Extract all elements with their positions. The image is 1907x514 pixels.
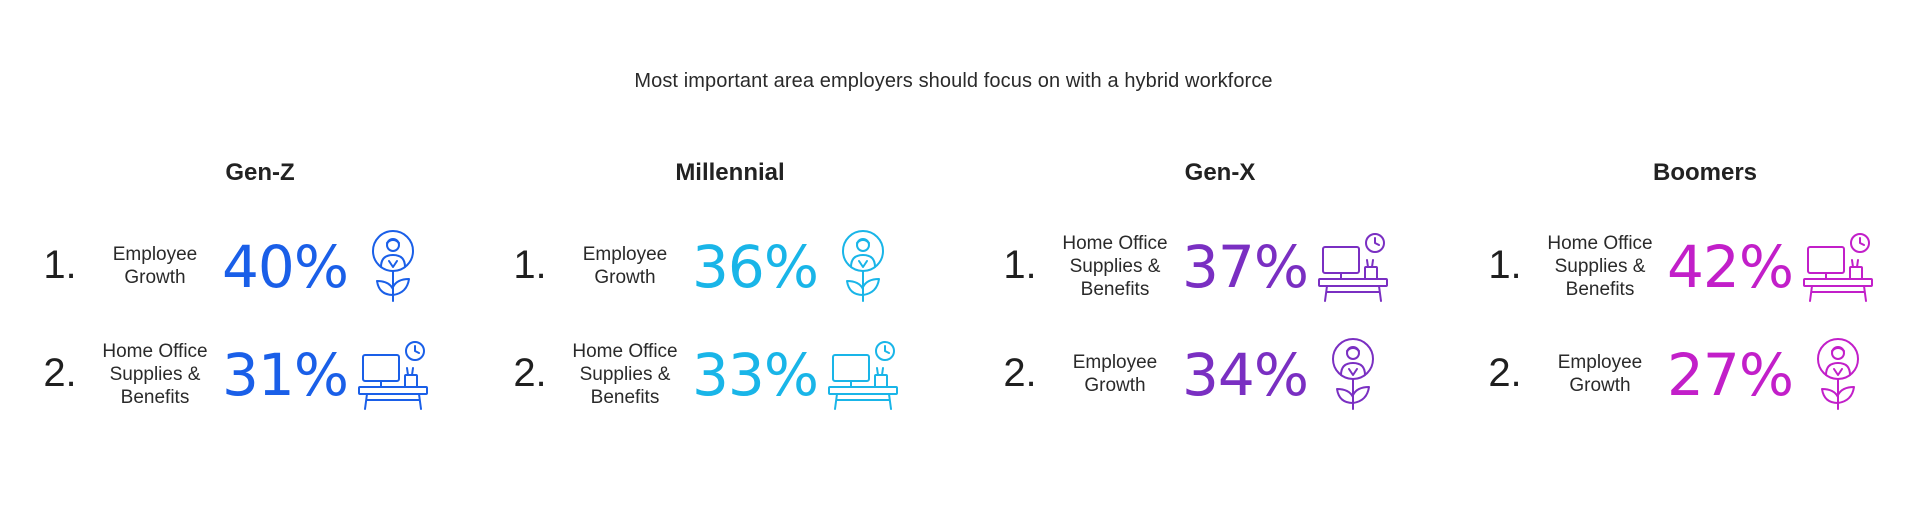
ranking-row: 2. Home Office Supplies & Benefits 33% <box>510 329 950 419</box>
item-percent: 36% <box>692 233 819 301</box>
rank-number: 2. <box>43 351 77 395</box>
ranking-row: 1. Employee Growth 40% <box>40 221 480 311</box>
item-label: Employee Growth <box>1072 352 1158 396</box>
group-title: Gen-Z <box>225 159 295 186</box>
item-percent: 31% <box>222 341 349 409</box>
item-label: Home Office Supplies & Benefits <box>1062 232 1168 300</box>
desk-icon <box>825 337 901 413</box>
item-label: Home Office Supplies & Benefits <box>572 340 678 408</box>
person-growth-icon <box>1800 337 1876 413</box>
rank-number: 2. <box>513 351 547 395</box>
rank-number: 2. <box>1003 351 1037 395</box>
ranking-row: 1. Home Office Supplies & Benefits 37% <box>1000 221 1440 311</box>
group-title: Millennial <box>675 159 785 186</box>
ranking-row: 2. Employee Growth 27% <box>1485 329 1907 419</box>
item-label: Employee Growth <box>582 244 668 288</box>
rank-number: 1. <box>1003 243 1037 287</box>
ranking-row: 2. Home Office Supplies & Benefits 31% <box>40 329 480 419</box>
ranking-row: 1. Home Office Supplies & Benefits 42% <box>1485 221 1907 311</box>
group-gen-z: Gen-Z 1. Employee Growth 40% 2. Home Off… <box>40 155 480 415</box>
person-growth-icon <box>1315 337 1391 413</box>
rank-number: 1. <box>513 243 547 287</box>
desk-icon <box>1315 229 1391 305</box>
ranking-row: 1. Employee Growth 36% <box>510 221 950 311</box>
person-growth-icon <box>355 229 431 305</box>
rank-number: 1. <box>43 243 77 287</box>
group-title: Boomers <box>1652 159 1758 186</box>
item-percent: 33% <box>692 341 819 409</box>
item-percent: 42% <box>1667 233 1794 301</box>
item-label: Home Office Supplies & Benefits <box>102 340 208 408</box>
rank-number: 1. <box>1488 243 1522 287</box>
item-percent: 27% <box>1667 341 1794 409</box>
ranking-row: 2. Employee Growth 34% <box>1000 329 1440 419</box>
chart-title: Most important area employers should foc… <box>634 70 1273 92</box>
item-label: Home Office Supplies & Benefits <box>1547 232 1653 300</box>
group-gen-x: Gen-X 1. Home Office Supplies & Benefits… <box>1000 155 1440 415</box>
group-title: Gen-X <box>1184 159 1256 186</box>
desk-icon <box>1800 229 1876 305</box>
group-millennial: Millennial 1. Employee Growth 36% 2. Hom… <box>510 155 950 415</box>
desk-icon <box>355 337 431 413</box>
item-label: Employee Growth <box>112 244 198 288</box>
person-growth-icon <box>825 229 901 305</box>
item-percent: 37% <box>1182 233 1309 301</box>
rank-number: 2. <box>1488 351 1522 395</box>
item-percent: 34% <box>1182 341 1309 409</box>
group-boomers: Boomers 1. Home Office Supplies & Benefi… <box>1485 155 1907 415</box>
item-label: Employee Growth <box>1557 352 1643 396</box>
item-percent: 40% <box>222 233 349 301</box>
